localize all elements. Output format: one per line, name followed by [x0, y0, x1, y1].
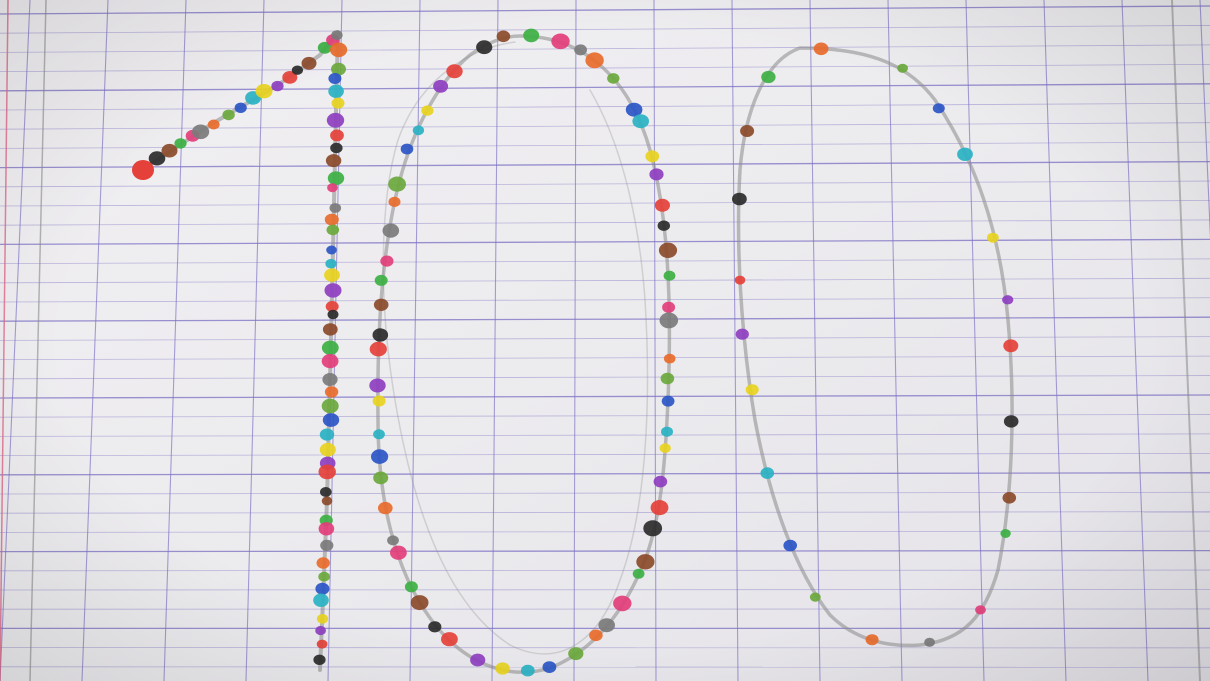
photo-scene [0, 0, 1210, 681]
lighting-vignette [0, 0, 1210, 681]
